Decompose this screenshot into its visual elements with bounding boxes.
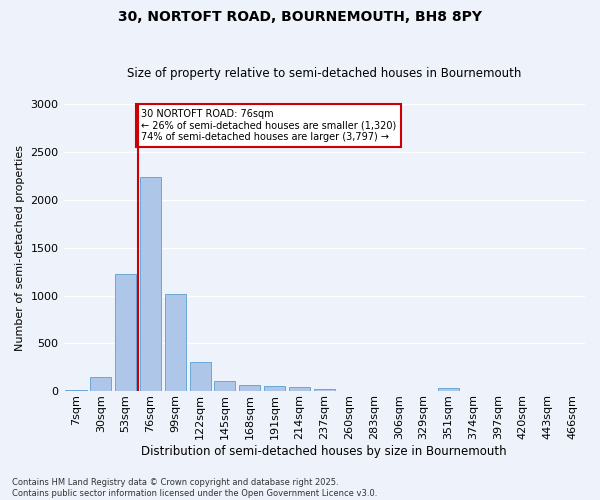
Text: Contains HM Land Registry data © Crown copyright and database right 2025.
Contai: Contains HM Land Registry data © Crown c… [12,478,377,498]
Bar [438,388,459,391]
Text: 30 NORTOFT ROAD: 76sqm
← 26% of semi-detached houses are smaller (1,320)
74% of : 30 NORTOFT ROAD: 76sqm ← 26% of semi-det… [140,108,396,142]
Bar [264,386,285,391]
Text: 30, NORTOFT ROAD, BOURNEMOUTH, BH8 8PY: 30, NORTOFT ROAD, BOURNEMOUTH, BH8 8PY [118,10,482,24]
Y-axis label: Number of semi-detached properties: Number of semi-detached properties [15,144,25,350]
Bar [140,177,161,391]
Bar [239,386,260,391]
Bar [65,390,86,391]
Bar [289,388,310,391]
X-axis label: Distribution of semi-detached houses by size in Bournemouth: Distribution of semi-detached houses by … [142,444,507,458]
Bar [214,381,235,391]
Bar [314,390,335,391]
Bar [165,294,186,391]
Title: Size of property relative to semi-detached houses in Bournemouth: Size of property relative to semi-detach… [127,66,521,80]
Bar [115,274,136,391]
Bar [90,377,112,391]
Bar [190,362,211,391]
